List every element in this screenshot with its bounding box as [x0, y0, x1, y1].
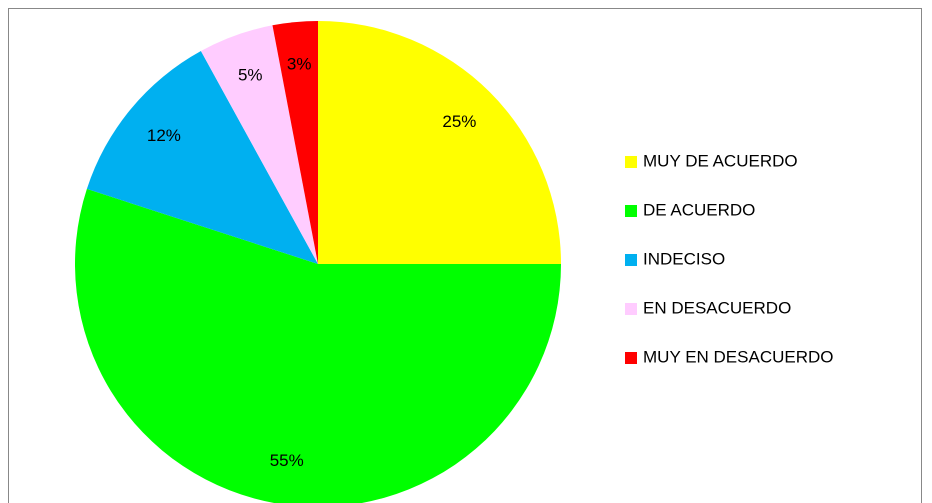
legend-label: INDECISO — [643, 249, 725, 268]
legend-swatch — [625, 205, 637, 217]
data-label: 5% — [238, 65, 263, 84]
pie-slice — [200, 25, 318, 264]
pie-slice — [318, 21, 561, 264]
legend-swatch — [625, 156, 637, 168]
data-label: 55% — [270, 451, 304, 470]
legend-swatch — [625, 254, 637, 266]
data-label: 25% — [442, 112, 476, 131]
legend-label: MUY DE ACUERDO — [643, 151, 798, 170]
legend-label: DE ACUERDO — [643, 200, 755, 219]
legend-swatch — [625, 352, 637, 364]
data-label: 3% — [287, 54, 312, 73]
legend-swatch — [625, 303, 637, 315]
pie-slice — [272, 21, 318, 264]
pie-slice — [86, 51, 318, 264]
legend-label: EN DESACUERDO — [643, 298, 791, 317]
legend-label: MUY EN DESACUERDO — [643, 347, 834, 366]
data-label: 12% — [147, 126, 181, 145]
pie-slice — [75, 188, 561, 503]
